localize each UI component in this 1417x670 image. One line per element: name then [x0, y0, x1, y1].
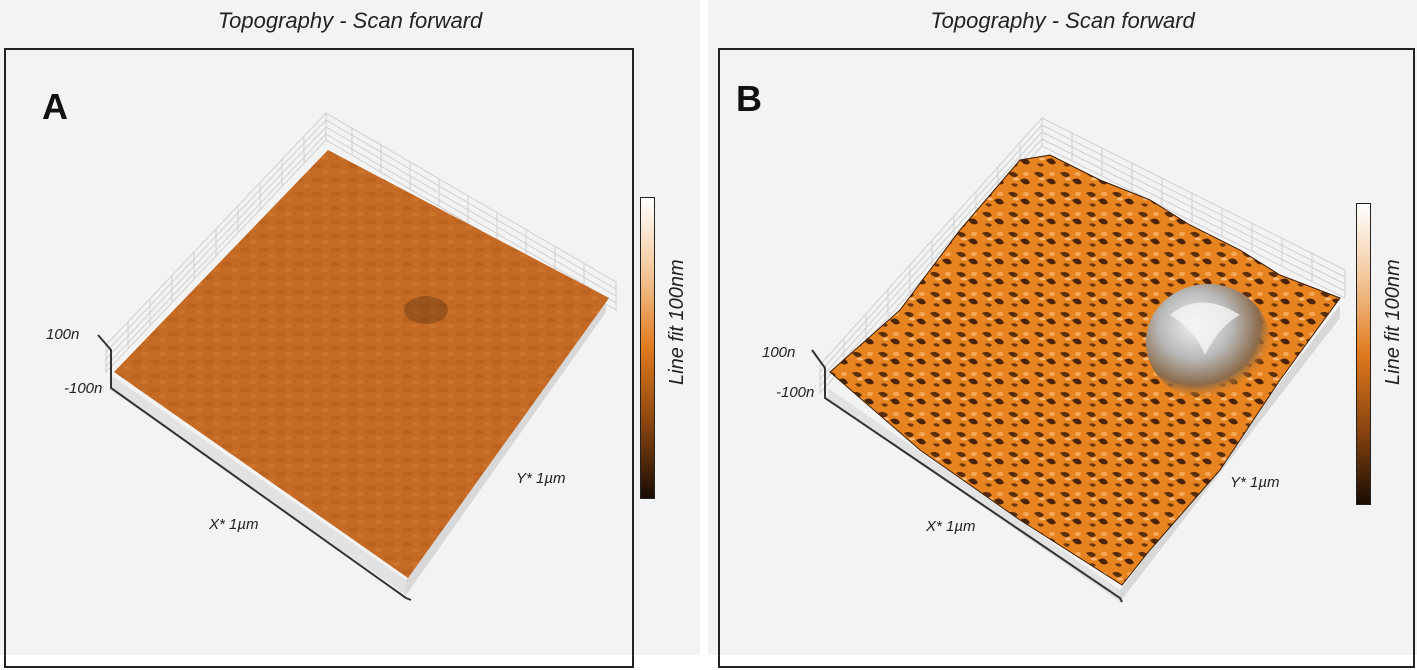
panel-a: Topography - Scan forward [0, 0, 700, 668]
afm-3d-surface-a [97, 111, 617, 601]
grid-wall [819, 116, 1346, 395]
z-min-label: -100n [776, 384, 815, 401]
z-max-label: 100n [46, 326, 80, 343]
y-axis-label: Y* 1µm [516, 470, 566, 487]
surface [829, 154, 1341, 586]
x-axis-label: X* 1µm [209, 516, 259, 533]
panel-b: Topography - Scan forward [708, 0, 1417, 668]
surface [114, 150, 609, 578]
panel-title: Topography - Scan forward [217, 8, 483, 33]
grid-wall [105, 111, 617, 374]
z-max-label: 100n [762, 344, 796, 361]
z-min-label: -100n [64, 380, 103, 397]
peak-highlight [1170, 302, 1240, 355]
x-axis-label: X* 1µm [926, 518, 976, 535]
base-edge [406, 300, 606, 595]
axis-line [97, 334, 412, 601]
panel-title: Topography - Scan forward [930, 8, 1195, 33]
surface-defect [404, 296, 448, 324]
colorbar [1356, 203, 1371, 505]
afm-3d-surface-b [811, 116, 1346, 603]
panel-letter: A [42, 86, 68, 127]
base-edge [111, 375, 406, 595]
colorbar-label: Line fit 100nm [666, 259, 688, 385]
colorbar [640, 197, 655, 499]
axis-line [811, 349, 1123, 603]
plot-frame: B 100n -100n X* 1µm Y* 1µm [718, 48, 1415, 668]
panel-letter: B [736, 78, 762, 119]
colorbar-label: Line fit 100nm [1382, 259, 1404, 385]
plot-frame: A 100n -100n X* 1µm Y* 1µm [4, 48, 634, 668]
y-axis-label: Y* 1µm [1230, 474, 1280, 491]
